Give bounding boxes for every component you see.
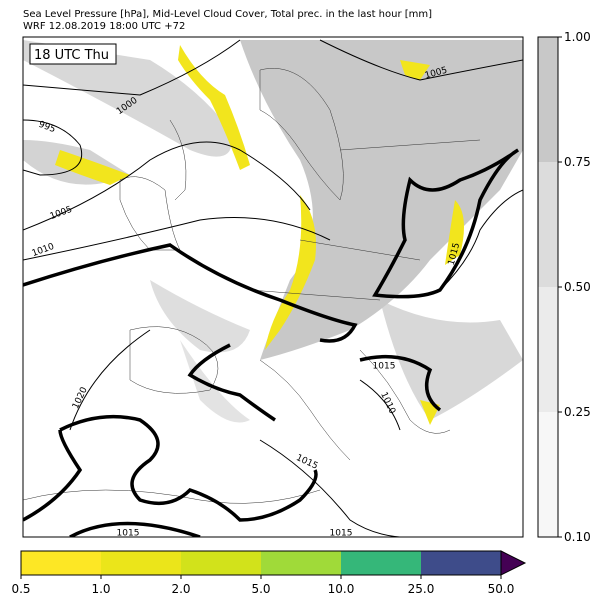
colorbar-tick-label: 5.0 — [251, 582, 270, 596]
isobars — [23, 39, 523, 537]
colorbar-segment — [181, 551, 261, 575]
colorbar-tick-label: 50.0 — [488, 582, 515, 596]
colorbar-tick-label: 25.0 — [408, 582, 435, 596]
colorbar-segment — [101, 551, 181, 575]
colorbar-tick-label: 0.25 — [564, 405, 591, 419]
colorbar-segment — [538, 287, 558, 412]
colorbar-tick-label: 1.0 — [91, 582, 110, 596]
colorbar-segment — [341, 551, 421, 575]
colorbar-segment — [538, 37, 558, 162]
time-label: 18 UTC Thu — [34, 48, 109, 63]
map-frame — [22, 36, 524, 538]
contour-label: 1015 — [330, 529, 353, 539]
subtitle: WRF 12.08.2019 18:00 UTC +72 — [23, 21, 185, 32]
colorbar-segment — [421, 551, 501, 575]
contour-label: 1015 — [373, 362, 396, 372]
precipitation — [55, 45, 464, 425]
time-label-box — [29, 43, 117, 65]
contour-label: 1015 — [117, 529, 140, 539]
colorbar-tick-label: 10.0 — [328, 582, 355, 596]
colorbar-segment — [21, 551, 101, 575]
thick-isobars — [23, 148, 520, 537]
map: 1000 995 1005 1010 1005 1015 1015 1010 1… — [23, 37, 523, 539]
colorbar-segment — [538, 162, 558, 287]
colorbar-extend — [500, 550, 527, 576]
colorbar-tick-label: 0.50 — [564, 280, 591, 294]
colorbar-tick-label: 1.00 — [564, 30, 591, 44]
colorbar-tick-label: 0.5 — [11, 582, 30, 596]
colorbar-segment — [261, 551, 341, 575]
colorbar-segment — [538, 412, 558, 537]
coastlines — [23, 68, 481, 504]
colorbar-tick-label: 0.10 — [564, 530, 591, 544]
colorbar-tick-label: 2.0 — [171, 582, 190, 596]
colorbar-tick-label: 0.75 — [564, 155, 591, 169]
title: Sea Level Pressure [hPa], Mid-Level Clou… — [23, 9, 432, 20]
